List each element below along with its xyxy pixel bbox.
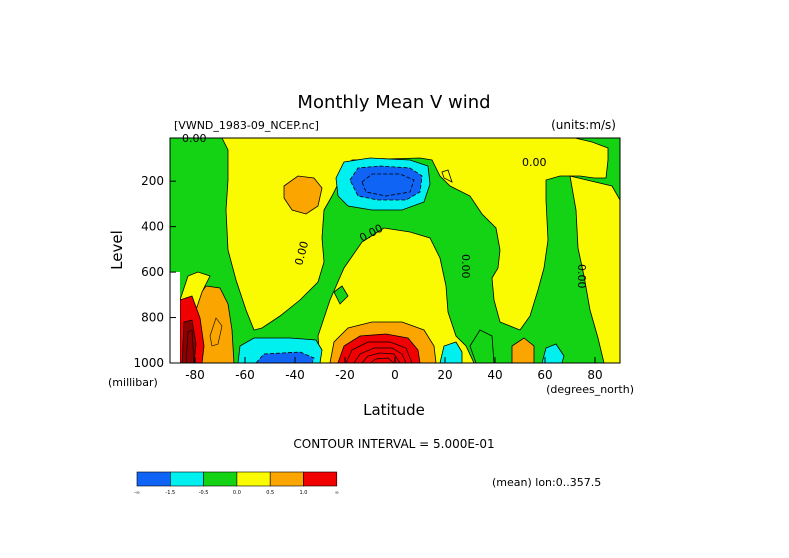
x-axis: -80 -60 -40 -20 0 20 40 60 80 bbox=[185, 357, 603, 382]
contour-label: 0.00 bbox=[522, 156, 547, 169]
colorbar-swatch bbox=[303, 471, 338, 487]
source-label: [VWND_1983-09_NCEP.nc] bbox=[174, 119, 319, 132]
contour-interval-text: CONTOUR INTERVAL = 5.000E-01 bbox=[293, 437, 494, 451]
chart-title: Monthly Mean V wind bbox=[297, 92, 490, 113]
southern-trough-core bbox=[255, 351, 315, 363]
y-tick-label: 600 bbox=[141, 265, 164, 279]
x-tick-label: -20 bbox=[335, 368, 355, 382]
x-axis-title: Latitude bbox=[363, 401, 425, 419]
y-tick-label: 800 bbox=[141, 311, 164, 325]
trough-inner bbox=[349, 165, 423, 201]
yellow-region-right bbox=[569, 175, 620, 363]
colorbar-label: -∞ bbox=[134, 490, 140, 496]
colorbar-label: 0.5 bbox=[266, 490, 274, 496]
y-axis-units: (millibar) bbox=[108, 376, 158, 389]
colorbar-label: -1.5 bbox=[165, 490, 175, 496]
green-tongue bbox=[333, 285, 349, 305]
colorbar-label: 1.0 bbox=[300, 490, 308, 496]
lower-ridge-contours bbox=[345, 341, 413, 363]
x-tick-label: -40 bbox=[285, 368, 305, 382]
x-tick-label: -80 bbox=[185, 368, 205, 382]
y-tick-label: 1000 bbox=[133, 356, 164, 370]
contour-label: 0.00 bbox=[292, 240, 311, 267]
colorbar-swatch bbox=[236, 471, 271, 487]
colorbar-label: 0.0 bbox=[233, 490, 241, 496]
mean-text: (mean) lon:0..357.5 bbox=[492, 476, 601, 489]
y-axis: 200 400 600 800 1000 bbox=[133, 174, 176, 370]
polar-ridge-darkred bbox=[181, 319, 197, 363]
colorbar-swatch bbox=[269, 471, 304, 487]
x-tick-label: -60 bbox=[235, 368, 255, 382]
colorbar: -∞ -1.5 -0.5 0.0 0.5 1.0 ∞ bbox=[134, 471, 339, 496]
units-label: (units:m/s) bbox=[551, 118, 616, 132]
orange-patch-50n bbox=[511, 337, 535, 363]
y-axis-title: Level bbox=[108, 230, 126, 270]
trough-contour bbox=[361, 173, 415, 197]
x-tick-label: 40 bbox=[487, 368, 502, 382]
x-tick-label: 0 bbox=[391, 368, 399, 382]
colorbar-swatch bbox=[136, 471, 171, 487]
colorbar-swatch bbox=[170, 471, 204, 487]
x-tick-label: 80 bbox=[587, 368, 602, 382]
x-axis-units: (degrees_north) bbox=[546, 383, 634, 396]
contour-label: 0.00 bbox=[459, 254, 472, 279]
y-tick-label: 200 bbox=[141, 174, 164, 188]
orange-blob-upper bbox=[283, 175, 323, 215]
x-tick-label: 20 bbox=[437, 368, 452, 382]
colorbar-swatch bbox=[203, 471, 238, 487]
green-patch-right bbox=[469, 329, 495, 363]
contour-label: 0.00 bbox=[575, 264, 588, 289]
small-feature bbox=[441, 169, 453, 183]
colorbar-label: -0.5 bbox=[199, 490, 209, 496]
cyan-patch-60n bbox=[541, 343, 565, 363]
polar-ridge-contours bbox=[185, 317, 223, 363]
contour-field bbox=[170, 138, 620, 363]
colorbar-label: ∞ bbox=[335, 490, 339, 496]
y-tick-label: 400 bbox=[141, 220, 164, 234]
x-tick-label: 60 bbox=[537, 368, 552, 382]
